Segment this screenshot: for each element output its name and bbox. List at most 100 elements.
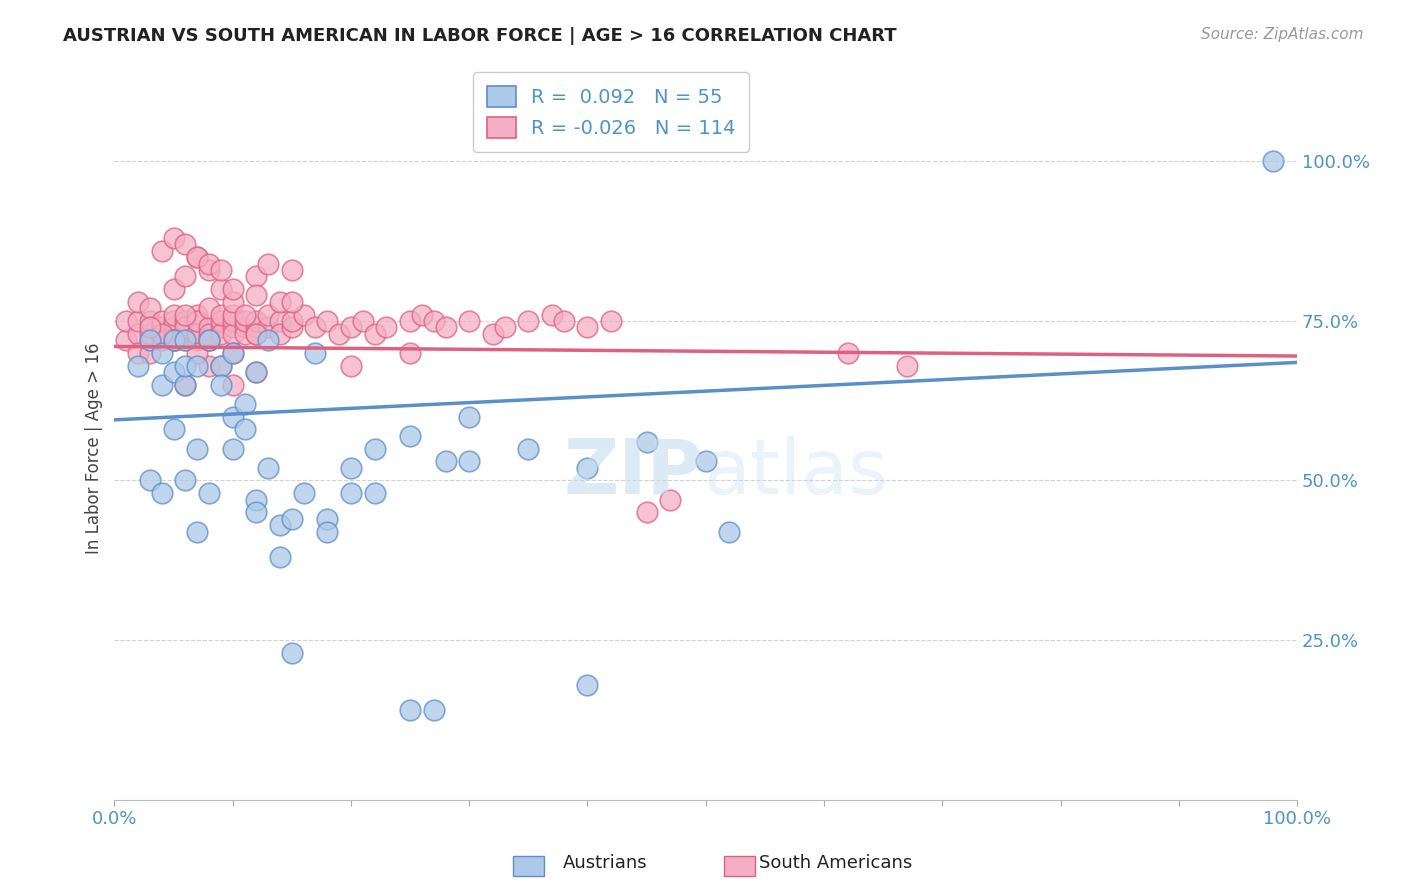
Point	[636, 435, 658, 450]
Point	[139, 346, 162, 360]
Point	[257, 460, 280, 475]
Point	[458, 409, 481, 424]
Point	[221, 377, 243, 392]
Point	[399, 429, 422, 443]
Text: South Americans: South Americans	[759, 855, 912, 872]
Point	[174, 377, 197, 392]
Point	[245, 492, 267, 507]
Point	[340, 486, 363, 500]
Point	[174, 308, 197, 322]
Point	[174, 320, 197, 334]
Point	[139, 333, 162, 347]
Point	[150, 377, 173, 392]
Point	[162, 422, 184, 436]
Point	[209, 377, 232, 392]
Point	[245, 269, 267, 284]
Point	[139, 301, 162, 315]
Point	[209, 263, 232, 277]
Point	[553, 314, 575, 328]
Point	[434, 454, 457, 468]
Point	[636, 505, 658, 519]
Point	[257, 333, 280, 347]
Point	[245, 326, 267, 341]
Point	[257, 256, 280, 270]
Point	[162, 314, 184, 328]
Text: Austrians: Austrians	[562, 855, 647, 872]
Point	[221, 346, 243, 360]
Point	[281, 294, 304, 309]
Point	[458, 454, 481, 468]
Point	[221, 442, 243, 456]
Point	[659, 492, 682, 507]
Point	[1263, 154, 1285, 169]
Point	[209, 326, 232, 341]
Point	[174, 359, 197, 373]
Point	[150, 320, 173, 334]
Point	[269, 326, 291, 341]
Point	[186, 333, 208, 347]
Point	[174, 237, 197, 252]
Point	[186, 442, 208, 456]
Point	[245, 288, 267, 302]
Point	[304, 320, 326, 334]
Point	[340, 460, 363, 475]
Text: ZIP: ZIP	[564, 436, 703, 509]
Point	[162, 333, 184, 347]
Point	[458, 314, 481, 328]
Text: atlas: atlas	[703, 436, 887, 509]
Point	[316, 524, 339, 539]
Point	[422, 314, 444, 328]
Point	[281, 314, 304, 328]
Point	[150, 486, 173, 500]
Point	[352, 314, 374, 328]
Point	[245, 314, 267, 328]
Point	[340, 359, 363, 373]
Point	[186, 359, 208, 373]
Point	[115, 314, 138, 328]
Point	[316, 314, 339, 328]
Point	[292, 308, 315, 322]
Y-axis label: In Labor Force | Age > 16: In Labor Force | Age > 16	[86, 343, 103, 554]
Point	[363, 442, 385, 456]
Point	[316, 512, 339, 526]
Point	[541, 308, 564, 322]
Point	[162, 333, 184, 347]
Point	[150, 346, 173, 360]
Point	[399, 346, 422, 360]
Point	[363, 486, 385, 500]
Point	[162, 365, 184, 379]
Point	[482, 326, 505, 341]
Point	[162, 326, 184, 341]
Point	[162, 282, 184, 296]
Point	[127, 359, 149, 373]
Point	[245, 326, 267, 341]
Point	[186, 326, 208, 341]
Point	[186, 346, 208, 360]
Point	[209, 320, 232, 334]
Point	[162, 333, 184, 347]
Point	[269, 314, 291, 328]
Text: Source: ZipAtlas.com: Source: ZipAtlas.com	[1201, 27, 1364, 42]
Point	[198, 263, 221, 277]
Point	[127, 314, 149, 328]
Point	[340, 320, 363, 334]
Point	[837, 346, 859, 360]
Point	[281, 320, 304, 334]
Point	[186, 314, 208, 328]
Point	[576, 678, 599, 692]
Point	[328, 326, 350, 341]
Point	[221, 409, 243, 424]
Point	[174, 333, 197, 347]
Point	[150, 326, 173, 341]
Point	[139, 474, 162, 488]
Point	[718, 524, 741, 539]
Point	[257, 320, 280, 334]
Point	[209, 308, 232, 322]
Point	[281, 646, 304, 660]
Point	[245, 320, 267, 334]
Point	[209, 282, 232, 296]
Point	[233, 397, 256, 411]
Point	[517, 314, 540, 328]
Point	[411, 308, 433, 322]
Point	[375, 320, 398, 334]
